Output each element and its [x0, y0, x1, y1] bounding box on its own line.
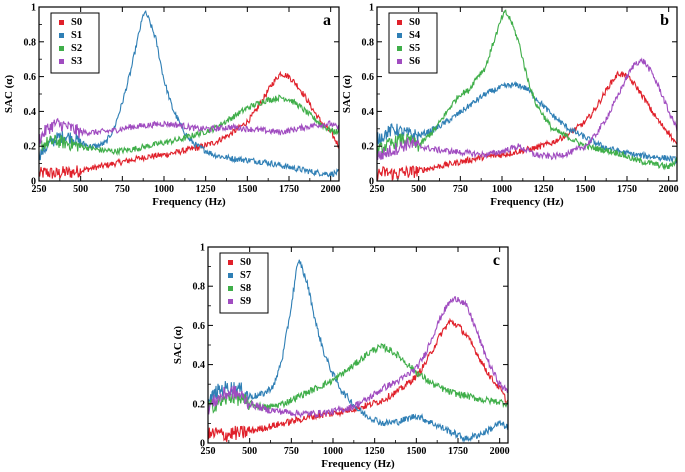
x-tick-label: 1500	[237, 184, 257, 195]
series-line-s7	[208, 259, 508, 443]
legend-marker-s5	[397, 46, 402, 51]
panel-letter: c	[493, 252, 500, 269]
legend-marker-s0	[59, 20, 64, 25]
legend-label-s0: S0	[240, 257, 251, 268]
legend-label-s6: S6	[409, 56, 420, 67]
x-tick-label: 2000	[659, 184, 679, 195]
chart-panel-a: 250 500 750 1000 1250 1500 1750 2000 0 0.2 0.4 0.6 0…	[3, 3, 341, 209]
x-tick-label: 1250	[534, 184, 554, 195]
x-axis-label: Frequency (Hz)	[490, 196, 564, 208]
series-line-s2	[39, 94, 339, 156]
legend-marker-s0	[228, 260, 233, 265]
series-line-s4	[377, 80, 677, 165]
x-tick-label: 2000	[490, 446, 510, 457]
x-tick-label: 1000	[323, 446, 343, 457]
y-tick-label: 1	[31, 3, 36, 14]
y-axis-label: SAC (α)	[3, 75, 15, 114]
y-tick-label: 0.6	[362, 72, 375, 83]
y-axis-label: SAC (α)	[341, 75, 353, 114]
y-tick-label: 0	[200, 439, 205, 450]
legend-marker-s6	[397, 59, 402, 64]
x-tick-label: 750	[115, 184, 130, 195]
legend-label-s5: S5	[409, 43, 420, 54]
legend-label-s2: S2	[71, 43, 82, 54]
x-tick-label: 750	[453, 184, 468, 195]
x-tick-label: 500	[242, 446, 257, 457]
x-axis-label: Frequency (Hz)	[152, 196, 226, 208]
x-tick-label: 500	[411, 184, 426, 195]
series-group	[39, 10, 339, 179]
y-tick-label: 0	[31, 177, 36, 188]
y-tick-label: 0.4	[362, 107, 375, 118]
x-tick-label: 1750	[448, 446, 468, 457]
y-tick-label: 0.2	[24, 142, 37, 153]
panel-letter: a	[323, 12, 331, 29]
y-tick-label: 1	[369, 3, 374, 14]
legend-label-s7: S7	[240, 270, 251, 281]
chart-panel-c: 250 500 750 1000 1250 1500 1750 2000 0 0.2 0.4 0.6 0…	[172, 243, 510, 471]
legend-marker-s2	[59, 46, 64, 51]
legend-marker-s7	[228, 273, 233, 278]
legend-label-s0: S0	[71, 17, 82, 28]
panel-letter: b	[660, 12, 669, 29]
x-axis-label: Frequency (Hz)	[321, 458, 395, 470]
x-tick-label: 750	[284, 446, 299, 457]
legend-marker-s1	[59, 33, 64, 38]
x-tick-label: 1500	[406, 446, 426, 457]
x-tick-label: 1750	[617, 184, 637, 195]
y-tick-label: 0.6	[193, 321, 206, 332]
legend-label-s8: S8	[240, 283, 251, 294]
y-tick-label: 0.6	[24, 72, 37, 83]
x-tick-label: 250	[201, 446, 216, 457]
y-tick-label: 0.2	[193, 399, 206, 410]
series-line-s8	[208, 342, 508, 414]
series-line-s3	[39, 117, 339, 146]
y-tick-label: 0.4	[24, 107, 37, 118]
legend-marker-s3	[59, 59, 64, 64]
legend-marker-s0	[397, 20, 402, 25]
x-tick-label: 250	[370, 184, 385, 195]
y-axis-label: SAC (α)	[172, 326, 184, 365]
y-tick-label: 1	[200, 243, 205, 254]
legend-label-s4: S4	[409, 30, 421, 41]
x-tick-label: 1250	[365, 446, 385, 457]
series-line-s0	[39, 70, 339, 179]
y-tick-label: 0.8	[362, 37, 375, 48]
x-tick-label: 1250	[196, 184, 216, 195]
x-tick-label: 1750	[279, 184, 299, 195]
legend-marker-s8	[228, 286, 233, 291]
y-tick-label: 0.8	[24, 37, 37, 48]
legend-marker-s4	[397, 33, 402, 38]
x-tick-label: 2000	[321, 184, 341, 195]
series-group	[377, 9, 677, 181]
legend-label-s9: S9	[240, 296, 251, 307]
x-tick-label: 250	[32, 184, 47, 195]
series-line-s5	[377, 9, 677, 171]
series-line-s9	[208, 296, 508, 419]
chart-panel-b: 250 500 750 1000 1250 1500 1750 2000 0 0.2 0.4 0.6 0…	[341, 3, 679, 209]
y-tick-label: 0.4	[193, 360, 206, 371]
series-line-s6	[377, 57, 677, 161]
x-tick-label: 1000	[154, 184, 174, 195]
y-tick-label: 0.8	[193, 282, 206, 293]
y-tick-label: 0	[369, 177, 374, 188]
legend-marker-s9	[228, 299, 233, 304]
legend-label-s1: S1	[71, 30, 82, 41]
series-group	[208, 259, 508, 443]
y-tick-label: 0.2	[362, 142, 375, 153]
x-tick-label: 500	[73, 184, 88, 195]
x-tick-label: 1500	[575, 184, 595, 195]
legend-label-s3: S3	[71, 56, 82, 67]
x-tick-label: 1000	[492, 184, 512, 195]
legend-label-s0: S0	[409, 17, 420, 28]
series-line-s0	[208, 317, 508, 442]
